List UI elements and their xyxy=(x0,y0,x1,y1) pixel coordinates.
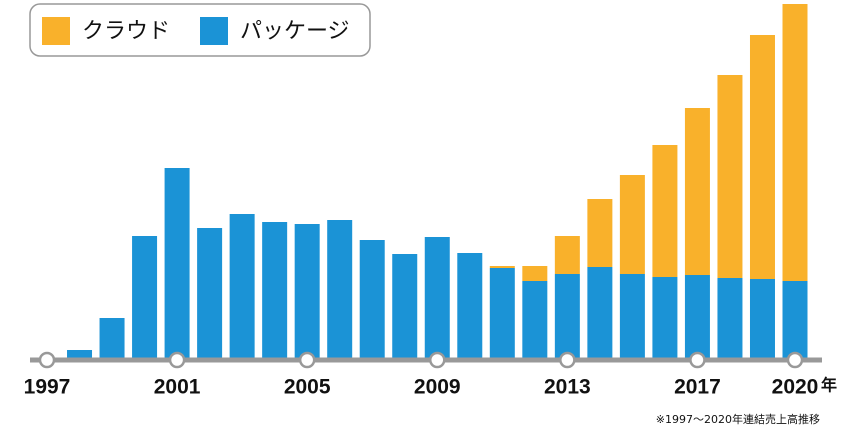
bar-segment xyxy=(782,281,808,358)
bar-segment xyxy=(619,274,645,358)
bar-segment xyxy=(489,268,515,358)
bar-segment xyxy=(327,220,353,358)
x-axis-unit: 年 xyxy=(821,376,837,395)
legend-label: クラウド xyxy=(82,19,170,44)
bar-segment xyxy=(99,318,125,358)
bar-segment xyxy=(424,237,450,358)
x-tick-label: 2013 xyxy=(544,376,591,399)
x-tick-label: 1997 xyxy=(24,376,71,399)
bar-segment xyxy=(67,350,93,358)
legend-swatch xyxy=(42,17,70,45)
x-tick-label: 2009 xyxy=(414,376,461,399)
bar-segment xyxy=(489,266,515,268)
axis-node xyxy=(298,351,316,369)
x-tick-label: 2001 xyxy=(154,376,201,399)
bar-segment xyxy=(554,236,580,274)
bar-segment xyxy=(522,266,548,281)
axis-node xyxy=(429,351,446,369)
bar-segment xyxy=(132,236,158,358)
bar-segment xyxy=(294,224,320,358)
bar-segment xyxy=(197,228,223,358)
bar-segment xyxy=(717,278,743,358)
x-tick-label: 2017 xyxy=(674,376,721,399)
x-axis-labels: 1997 2001 2005 2009 2013 2017 2020 年 xyxy=(24,351,837,399)
bar-segment xyxy=(717,75,743,278)
x-tick-label: 2020 xyxy=(772,376,819,399)
bar-segment xyxy=(554,274,580,358)
bar-segment xyxy=(652,145,678,277)
bar-segment xyxy=(684,108,710,275)
bar-segment xyxy=(359,240,385,358)
legend-label: パッケージ xyxy=(240,19,350,44)
bar-segment xyxy=(652,277,678,358)
bar-segment xyxy=(684,275,710,358)
bar-segment xyxy=(164,168,190,358)
legend-swatch xyxy=(200,17,228,45)
bar-segment xyxy=(782,4,808,281)
bar-segment xyxy=(587,199,613,267)
axis-node xyxy=(168,351,186,369)
axis-node xyxy=(559,351,576,369)
bar-segment xyxy=(749,35,775,279)
bar-segment xyxy=(587,267,613,358)
legend: クラウド パッケージ xyxy=(42,17,350,45)
bar-segment xyxy=(392,254,418,358)
x-tick-label: 2005 xyxy=(284,376,331,399)
bar-segment xyxy=(262,222,288,358)
bar-segment xyxy=(457,253,483,358)
bars xyxy=(67,4,808,358)
bar-segment xyxy=(522,281,548,358)
axis-node xyxy=(38,351,56,369)
footnote: ※1997〜2020年連結売上高推移 xyxy=(656,412,820,426)
axis-node xyxy=(689,351,706,369)
bar-segment xyxy=(749,279,775,358)
bar-segment xyxy=(229,214,255,358)
axis-node xyxy=(786,351,804,369)
bar-segment xyxy=(619,175,645,274)
